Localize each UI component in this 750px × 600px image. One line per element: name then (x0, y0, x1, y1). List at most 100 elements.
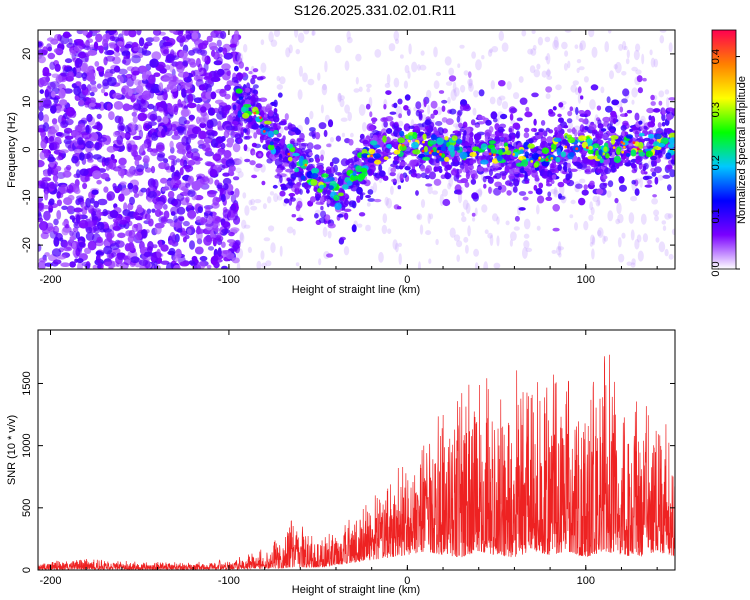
spectrogram-cell (513, 92, 520, 100)
spectrogram-cell (39, 89, 44, 94)
spectrogram-cell (528, 190, 533, 195)
spectrogram-cell (104, 50, 114, 56)
spectrogram-cell (221, 135, 226, 142)
spectrogram-cell (302, 159, 309, 166)
spectrogram-cell (315, 157, 321, 164)
spectrogram-cell (631, 87, 638, 98)
spectrogram-cell (462, 199, 469, 210)
spectrogram-cell (119, 181, 127, 186)
spectrogram-cell (393, 156, 400, 161)
spectrogram-cell (252, 68, 259, 73)
spectrogram-cell (590, 234, 595, 245)
spectrogram-cell (133, 103, 143, 111)
spectrogram-cell (650, 167, 656, 173)
spectrogram-cell (235, 167, 242, 174)
spectrogram-cell (508, 126, 514, 134)
spectrogram-cell (508, 173, 515, 180)
spectrogram-cell (607, 30, 612, 34)
spectrogram-cell (56, 105, 66, 112)
spectrogram-cell (378, 251, 384, 263)
spectrogram-cell (108, 111, 115, 121)
spectrogram-cell (447, 182, 452, 190)
spectrogram-cell (156, 115, 162, 123)
spectrogram-cell (666, 97, 670, 109)
spectrogram-cell (84, 247, 92, 254)
spectrogram-cell (221, 221, 231, 228)
spectrogram-cell (76, 242, 83, 252)
spectrogram-cell (498, 95, 506, 101)
spectrogram-cell (474, 262, 479, 269)
spectrogram-cell (79, 152, 85, 161)
spectrogram-cell (309, 157, 314, 163)
spectrogram-cell (100, 172, 110, 180)
spectrogram-cell (207, 246, 215, 251)
spectrogram-cell (75, 57, 83, 68)
spectrogram-cell (273, 99, 278, 108)
colorbar-tick-label: 0.0 (710, 261, 722, 276)
spectrogram-cell (567, 128, 573, 133)
spectrogram-cell (44, 262, 53, 267)
spectrogram-cell (207, 190, 217, 198)
spectrogram-cell (247, 123, 252, 128)
spectrogram-cell (661, 121, 666, 127)
spectrogram-cell (545, 196, 553, 201)
spectrogram-cell (188, 260, 196, 265)
spectrogram-cell (230, 204, 237, 212)
spectrogram-cell (545, 86, 553, 93)
spectrogram-cell (278, 157, 286, 163)
spectrogram-cell (408, 43, 412, 55)
spectrogram-cell (244, 135, 251, 140)
spectrogram-cell (506, 190, 512, 196)
spectrogram-cell (373, 144, 381, 149)
spectrogram-cell (96, 209, 102, 219)
spectrogram-cell (72, 227, 79, 232)
spectrogram-cell (149, 113, 158, 122)
spectrogram-cell (587, 155, 595, 160)
spectrogram-cell (96, 236, 103, 244)
spectrogram-cell (156, 153, 165, 162)
spectrogram-cell (407, 163, 414, 168)
spectrogram-cell (78, 119, 87, 125)
spectrogram-cell (226, 80, 234, 87)
spectrogram-cell (238, 74, 242, 82)
spectrogram-cell (255, 116, 261, 122)
spectrogram-cell (252, 84, 259, 89)
spectrogram-cell (600, 171, 604, 176)
spectrogram-cell (496, 96, 503, 106)
spectrogram-cell (584, 125, 589, 131)
spectrogram-cell (91, 216, 99, 221)
spectrogram-cell (88, 69, 95, 80)
spectrogram-cell (569, 106, 574, 112)
colorbar-ticks: 0.0 0.1 0.2 0.3 0.4 (710, 49, 740, 277)
spectrogram-cell (385, 128, 393, 134)
spectrogram-cell (569, 214, 574, 219)
spectrogram-cell (167, 103, 172, 113)
spectrogram-cell (320, 154, 324, 162)
spectrogram-cell (638, 151, 646, 157)
spectrogram-cell (417, 64, 421, 71)
spectrogram-cell (592, 143, 600, 149)
spectrogram-cell (344, 199, 349, 206)
spectrogram-cell (244, 205, 250, 216)
spectrogram-cell (358, 104, 366, 116)
spectrogram-cell (535, 135, 542, 139)
spectrogram-cell (83, 45, 91, 51)
spectrogram-cell (662, 107, 666, 116)
spectrogram-cell (322, 226, 328, 238)
spectrogram-cell (650, 101, 656, 106)
spectrogram-cell (570, 199, 576, 205)
spectrogram-cell (488, 126, 494, 133)
spectrogram-cell (217, 247, 222, 257)
spectrogram-cell (288, 44, 293, 54)
spectrogram-cell (367, 198, 376, 202)
spectrogram-cell (472, 217, 476, 222)
spectrogram-cell (492, 167, 497, 172)
spectrogram-cell (451, 135, 458, 142)
spectrogram-cell (453, 87, 460, 97)
spectrogram-cell (619, 106, 624, 113)
spectrogram-cell (635, 43, 641, 52)
spectrogram-cell (415, 101, 422, 110)
spectrogram-cell (436, 150, 440, 154)
spectrogram-cell (236, 248, 244, 259)
